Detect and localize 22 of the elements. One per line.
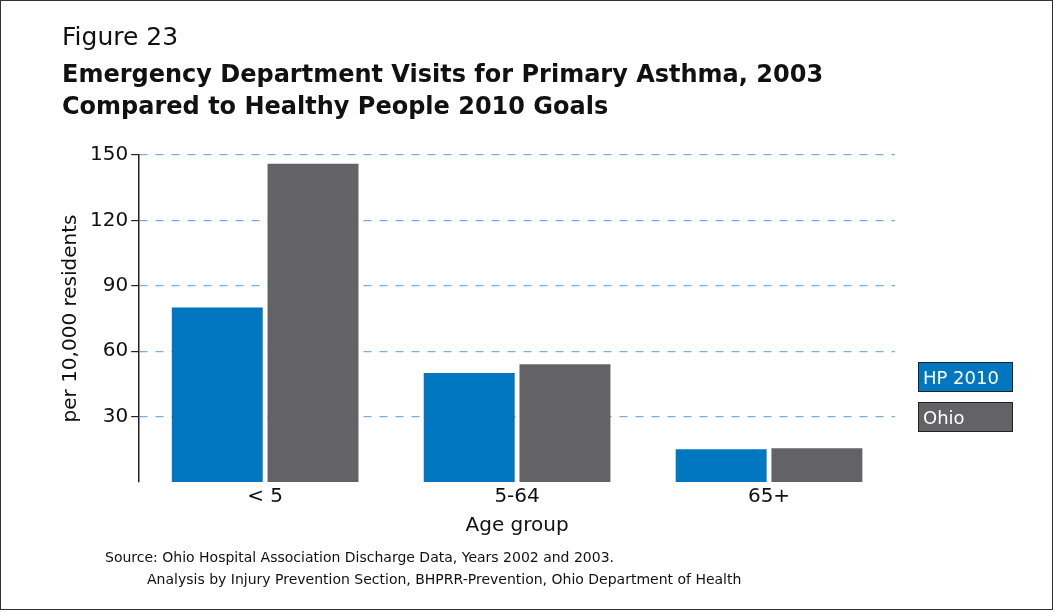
bar [675,449,767,482]
bar [267,163,359,482]
x-tick-label: 5-64 [494,483,540,508]
y-axis-title: per 10,000 residents [57,214,82,423]
bar [519,364,611,482]
x-tick-label: 65+ [747,483,791,508]
chart-title: Emergency Department Visits for Primary Asthma, 2003 Compared to Healthy People 2010 Goals [62,59,825,122]
source-note: Source: Ohio Hospital Association Discharge Data, Years 2002 and 2003. [105,548,616,567]
y-tick-label: 60 [102,337,129,362]
text: HP 2010 [918,362,1013,392]
bar [171,307,263,482]
y-tick-label: 150 [89,141,129,166]
y-tick-label: 90 [102,272,129,296]
text: Ohio [918,402,1013,432]
x-axis-title: Age group [465,512,569,537]
x-tick-label: < 5 [247,483,284,508]
bar [423,373,515,482]
y-tick-label: 30 [102,402,129,427]
y-tick-label: 120 [89,206,129,231]
chart-subtitle: Figure 23 [62,22,179,51]
bar [771,448,863,482]
text: Analysis by Injury Prevention Section, BHPRR-Prevention, Ohio Department of Health [146,570,742,589]
